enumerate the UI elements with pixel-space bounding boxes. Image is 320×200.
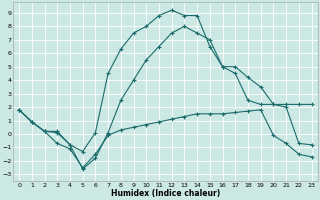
- X-axis label: Humidex (Indice chaleur): Humidex (Indice chaleur): [111, 189, 220, 198]
